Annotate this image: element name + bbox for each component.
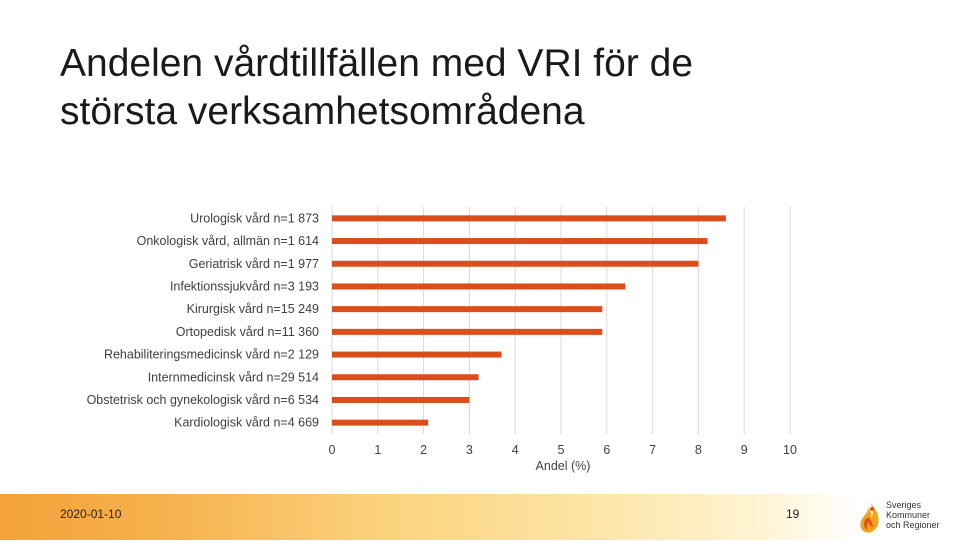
title-line-1: Andelen vårdtillfällen med VRI för de (60, 42, 694, 85)
category-label: Infektionssjukvård n=3 193 (170, 279, 319, 293)
x-tick-label: 1 (374, 443, 381, 457)
x-tick-label: 4 (512, 443, 519, 457)
x-tick-label: 10 (783, 443, 797, 457)
logo-line-3: och Regioner (886, 520, 940, 530)
bar (332, 351, 502, 358)
bar (332, 306, 603, 313)
category-label: Internmedicinsk vård n=29 514 (148, 370, 319, 384)
category-label: Onkologisk vård, allmän n=1 614 (137, 234, 319, 248)
x-tick-label: 0 (329, 443, 336, 457)
x-tick-label: 8 (695, 443, 702, 457)
slide-title: Andelen vårdtillfällen med VRI för de st… (60, 40, 920, 136)
category-label: Ortopedisk vård n=11 360 (176, 325, 319, 339)
footer-date: 2020-01-10 (60, 507, 122, 521)
x-tick-label: 2 (420, 443, 427, 457)
page-number: 19 (786, 507, 800, 521)
bar (332, 374, 479, 381)
bar (332, 260, 699, 267)
category-label: Geriatrisk vård n=1 977 (189, 257, 319, 271)
category-label: Kardiologisk vård n=4 669 (174, 416, 319, 430)
logo-flame-icon (860, 502, 879, 533)
bar (332, 283, 626, 290)
category-label: Rehabiliteringsmedicinsk vård n=2 129 (104, 348, 319, 362)
category-label: Kirurgisk vård n=15 249 (187, 302, 319, 316)
logo-text: Sveriges Kommuner och Regioner (886, 500, 940, 530)
x-axis-label: Andel (%) (536, 459, 591, 473)
organization-logo: Sveriges Kommuner och Regioner (856, 500, 956, 536)
x-tick-label: 7 (649, 443, 656, 457)
logo-line-2: Kommuner (886, 510, 931, 520)
category-label: Obstetrisk och gynekologisk vård n=6 534 (87, 393, 319, 407)
category-label: Urologisk vård n=1 873 (190, 211, 319, 225)
x-tick-label: 5 (558, 443, 565, 457)
x-tick-label: 6 (603, 443, 610, 457)
x-tick-label: 3 (466, 443, 473, 457)
bar (332, 396, 470, 403)
x-tick-label: 9 (741, 443, 748, 457)
bar (332, 238, 708, 245)
footer-bar (0, 494, 860, 540)
bar (332, 419, 429, 426)
logo-line-1: Sveriges (886, 500, 922, 510)
title-line-2: största verksamhetsområdena (60, 90, 585, 133)
bar (332, 328, 603, 335)
bar (332, 215, 726, 222)
